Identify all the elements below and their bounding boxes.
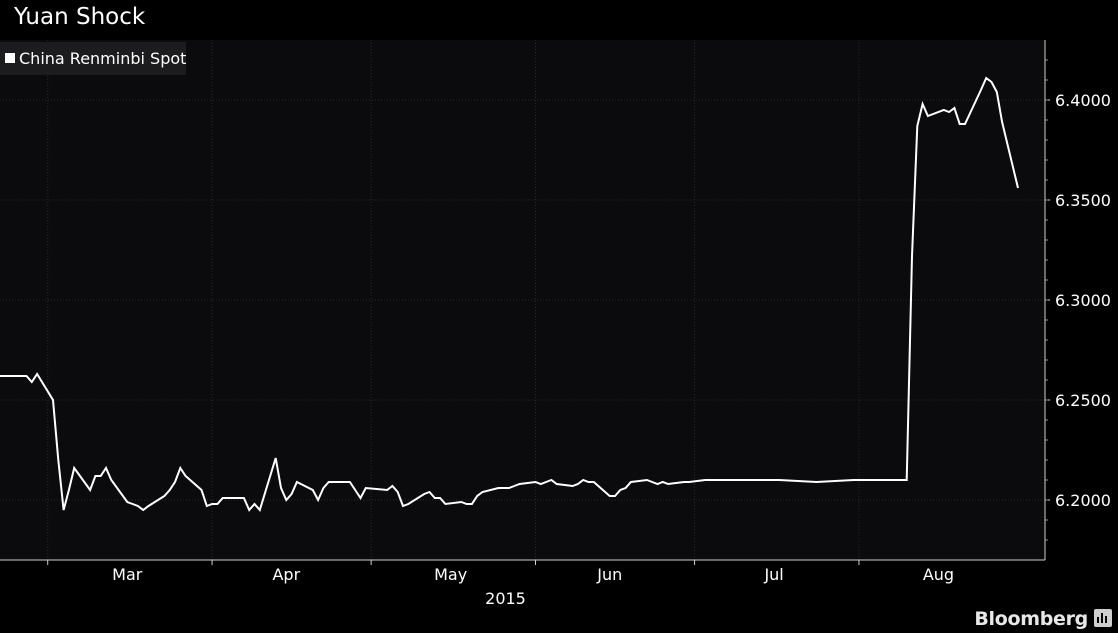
series-line-china-renminbi-spot	[0, 76, 1019, 513]
bloomberg-logo: Bloomberg	[974, 608, 1088, 630]
legend-swatch-icon	[5, 53, 15, 63]
legend-box	[0, 42, 186, 75]
legend-entry: China Renminbi Spot	[19, 49, 186, 68]
y-tick-label: 6.3000	[1055, 291, 1111, 310]
x-tick-label: Mar	[112, 565, 143, 584]
x-tick-label: Jul	[763, 565, 783, 584]
y-tick-label: 6.3500	[1055, 191, 1111, 210]
chart-title: Yuan Shock	[14, 4, 146, 30]
x-axis: Mar Apr May Jun Jul Aug	[0, 559, 1045, 584]
x-tick-label: May	[434, 565, 467, 584]
y-tick-label: 6.2500	[1055, 391, 1111, 410]
x-tick-label: Aug	[923, 565, 954, 584]
x-tick-label: Jun	[596, 565, 622, 584]
legend: China Renminbi Spot	[0, 42, 186, 75]
x-tick-label: Apr	[272, 565, 300, 584]
y-tick-label: 6.4000	[1055, 91, 1111, 110]
y-tick-label: 6.2000	[1055, 491, 1111, 510]
grid-lines	[0, 40, 1045, 560]
bloomberg-bar-chart-icon	[1094, 609, 1112, 627]
y-axis: 6.2000 6.2500 6.3000 6.3500 6.4000	[1044, 40, 1111, 560]
x-axis-year-label: 2015	[485, 589, 526, 608]
